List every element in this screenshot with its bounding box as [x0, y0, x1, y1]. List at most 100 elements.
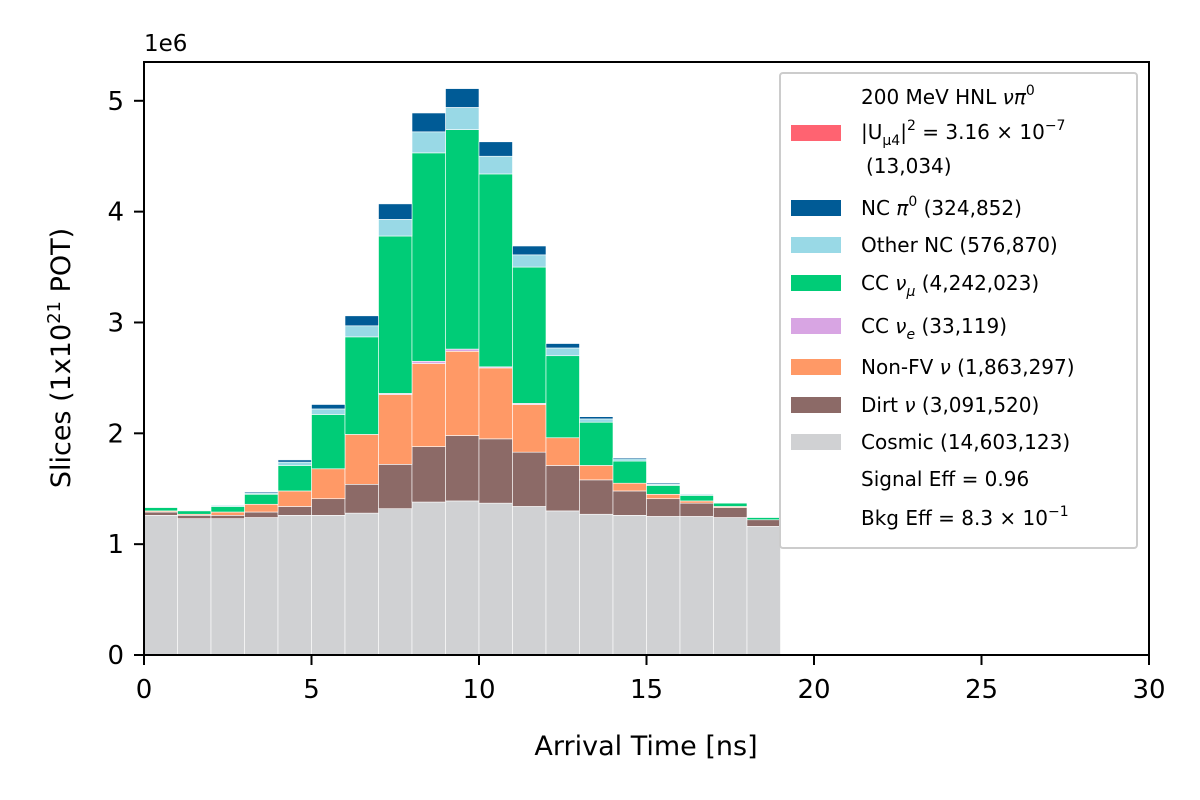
legend-swatch-nc-pi0 [791, 200, 841, 216]
bar-s5-b16 [679, 493, 714, 496]
bar-s0-b18 [746, 526, 781, 656]
bar-s5-b2 [210, 505, 245, 507]
bar-s5-b5 [311, 408, 346, 415]
bar-s2-b2 [210, 511, 245, 516]
bar-s6-b9 [445, 88, 480, 108]
bar-s1-b9 [445, 435, 480, 502]
bar-s0-b17 [713, 517, 748, 656]
bar-s0-b7 [378, 508, 413, 656]
bar-s6-b13 [579, 416, 614, 420]
bar-s0-b5 [311, 515, 346, 656]
bar-s2-b4 [277, 490, 312, 507]
bar-s1-b4 [277, 506, 312, 516]
bar-s4-b9 [445, 129, 480, 350]
bar-s0-b11 [512, 506, 547, 656]
bar-s6-b8 [411, 112, 446, 133]
bar-s0-b2 [210, 518, 245, 656]
bar-s2-b14 [612, 482, 647, 492]
bar-s2-b15 [646, 493, 681, 500]
bar-s1-b5 [311, 498, 346, 516]
bar-s4-b7 [378, 235, 413, 394]
bar-s2-b10 [478, 367, 513, 440]
legend-label-non-fv: Non-FV ν (1,863,297) [861, 355, 1075, 379]
bar-s5-b9 [445, 107, 480, 130]
bar-s0-b0 [143, 515, 178, 656]
bar-s2-b11 [512, 404, 547, 453]
legend-label-nc-pi0: NC π0 (324,852) [861, 194, 1022, 220]
bar-s6-b4 [277, 459, 312, 463]
x-tick-label-2: 10 [462, 675, 495, 705]
bar-s6-b14 [612, 457, 647, 460]
bar-s1-b3 [244, 511, 279, 518]
bar-s1-b2 [210, 515, 245, 519]
bar-s0-b14 [612, 515, 647, 656]
legend-swatch-non-fv [791, 359, 841, 375]
bar-s1-b14 [612, 490, 647, 516]
legend-swatch-cosmic [791, 434, 841, 450]
bar-s6-b6 [344, 315, 379, 327]
legend-label-hnl-line1: 200 MeV HNL νπ0 [861, 83, 1035, 109]
bar-s0-b15 [646, 516, 681, 656]
bar-s4-b5 [311, 414, 346, 470]
bar-s0-b6 [344, 512, 379, 656]
x-tick-label-3: 15 [630, 675, 663, 705]
bar-s6-b3 [244, 491, 279, 494]
legend: 200 MeV HNL νπ0 |Uμ4|2 = 3.16 × 10−7 (13… [779, 72, 1138, 549]
legend-swatch-other-nc [791, 237, 841, 253]
legend-swatch-dirt [791, 397, 841, 413]
bar-s4-b3 [244, 493, 279, 505]
legend-label-hnl-line3: (13,034) [866, 154, 952, 178]
bar-s1-b7 [378, 464, 413, 509]
legend-bkg-eff: Bkg Eff = 8.3 × 10−1 [861, 504, 1069, 530]
bar-s1-b12 [545, 465, 580, 512]
bar-s4-b15 [646, 485, 681, 495]
ticks-layer: 0 5 10 15 20 25 30 0 1 2 3 4 5 [107, 87, 1165, 705]
legend-label-hnl-line2: |Uμ4|2 = 3.16 × 10−7 [861, 118, 1065, 149]
legend-box [779, 72, 1138, 549]
bar-s6-b5 [311, 404, 346, 410]
bar-s2-b8 [411, 363, 446, 447]
legend-swatch-cc-nue [791, 318, 841, 334]
bar-s2-b9 [445, 350, 480, 436]
bar-s0-b8 [411, 501, 446, 656]
legend-label-cc-nue: CC νe (33,119) [861, 314, 1007, 343]
bars-layer [143, 88, 781, 656]
bar-s6-b15 [646, 482, 681, 485]
bar-s5-b8 [411, 131, 446, 154]
bar-s5-b14 [612, 458, 647, 462]
legend-label-cc-numu: CC νμ (4,242,023) [861, 271, 1039, 300]
bar-s4-b8 [411, 152, 446, 362]
legend-swatch-hnl [791, 125, 841, 141]
bar-s0-b3 [244, 517, 279, 656]
y-tick-label-3: 3 [107, 308, 124, 338]
bar-s4-b11 [512, 266, 547, 404]
y-tick-label-0: 0 [107, 641, 124, 671]
bar-s4-b1 [177, 510, 212, 515]
bar-s0-b13 [579, 513, 614, 656]
bar-s4-b4 [277, 465, 312, 492]
bar-s0-b4 [277, 515, 312, 656]
legend-label-dirt: Dirt ν (3,091,520) [861, 393, 1039, 417]
y-tick-label-5: 5 [107, 87, 124, 117]
bar-s1-b10 [478, 438, 513, 504]
bar-s2-b5 [311, 468, 346, 500]
bar-s5-b12 [545, 347, 580, 357]
bar-s0-b1 [177, 518, 212, 656]
y-multiplier: 1e6 [144, 31, 187, 57]
bar-s4-b14 [612, 460, 647, 484]
y-tick-label-1: 1 [107, 530, 124, 560]
bar-s6-b7 [378, 203, 413, 220]
y-tick-label-2: 2 [107, 419, 124, 449]
bar-s5-b6 [344, 325, 379, 338]
bar-s5-b7 [378, 219, 413, 237]
x-tick-label-5: 25 [965, 675, 998, 705]
bar-s1-b17 [713, 507, 748, 518]
bar-s1-b11 [512, 451, 547, 507]
bar-s2-b12 [545, 437, 580, 466]
bar-s1-b0 [143, 511, 178, 516]
bar-s4-b16 [679, 495, 714, 502]
bar-s0-b9 [445, 500, 480, 656]
bar-s1-b16 [679, 502, 714, 517]
bar-s2-b13 [579, 465, 614, 481]
bar-s2-b3 [244, 503, 279, 513]
